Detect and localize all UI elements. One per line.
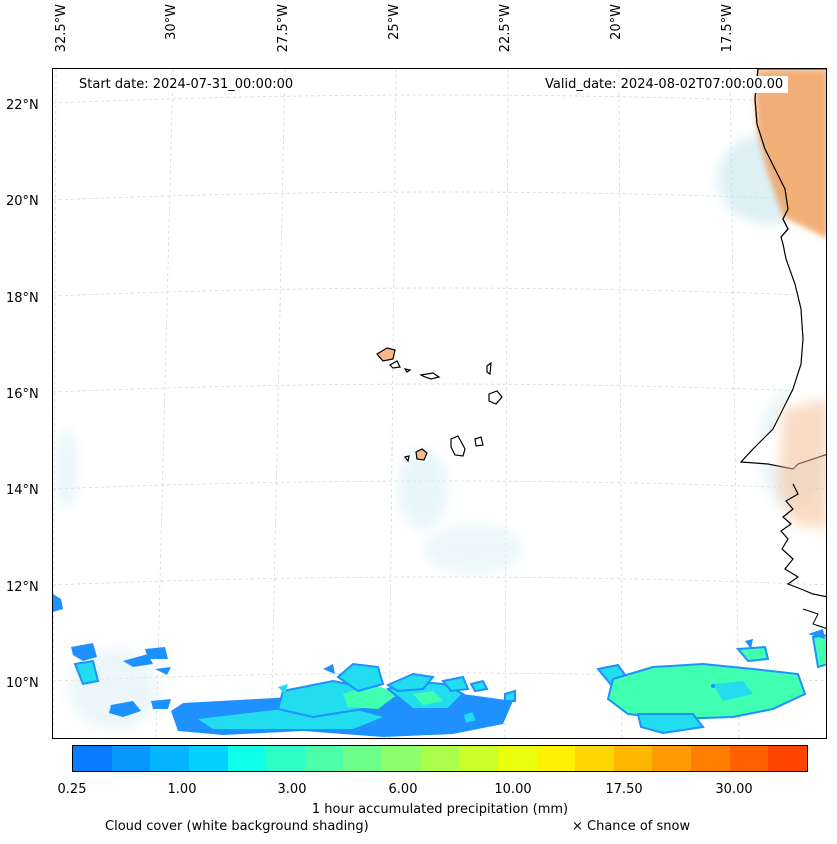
colorbar-swatch-0 [73,746,112,771]
lat-label-10n: 10°N [6,676,39,691]
lon-label-22.5w: 22.5°W [498,4,513,53]
colorbar-swatch-18 [768,746,807,771]
island-boa-vista [488,390,503,405]
colorbar-swatch-12 [536,746,576,771]
colorbar-title: 1 hour accumulated precipitation (mm) [311,802,569,817]
colorbar-tick: 30.00 [715,782,753,797]
lat-label-14n: 14°N [6,483,39,498]
colorbar-swatch-11 [497,746,537,771]
lat-label-18n: 18°N [6,291,39,306]
colorbar-swatch-17 [729,746,769,771]
valid-date-label: Valid_date: 2024-08-02T07:00:00.00 [540,76,789,93]
island-santiago [450,435,466,457]
colorbar-swatch-3 [188,746,228,771]
lon-label-27.5w: 27.5°W [276,4,291,53]
start-date-label: Start date: 2024-07-31_00:00:00 [74,76,299,93]
island-sal [486,361,492,376]
colorbar-tick: 0.25 [57,782,87,797]
lat-label-22n: 22°N [6,98,39,113]
colorbar-tick: 6.00 [388,782,418,797]
island-sao-vicente [389,360,401,369]
island-brava [403,455,410,463]
lon-label-32.5w: 32.5°W [54,4,69,53]
snow-legend: × Chance of snow [572,819,691,834]
colorbar-swatch-14 [613,746,653,771]
lat-label-20n: 20°N [6,194,39,209]
lon-label-17.5w: 17.5°W [720,4,735,53]
cape-verde-islands [376,347,503,463]
island-santa-luzia [403,368,412,373]
graticule [53,69,826,738]
island-sao-nicolau [419,372,441,380]
colorbar-tick: 3.00 [277,782,307,797]
colorbar-swatch-16 [691,746,730,771]
map-canvas [53,69,826,738]
colorbar-swatch-1 [111,746,151,771]
colorbar-swatch-6 [304,746,344,771]
cloud-cover-shading [57,134,826,729]
colorbar-swatch-5 [266,746,305,771]
island-santo-antao [376,347,396,362]
island-maio [474,436,484,447]
island-fogo [415,448,428,461]
lon-label-30w: 30°W [164,4,179,40]
colorbar-swatch-4 [227,746,267,771]
lat-label-16n: 16°N [6,387,39,402]
precip-cell-west [53,594,63,612]
cloud-cover-legend: Cloud cover (white background shading) [105,819,369,834]
colorbar-tick: 1.00 [167,782,197,797]
lon-label-25w: 25°W [387,4,402,40]
mainland-africa [739,69,826,629]
colorbar-swatch-15 [652,746,691,771]
colorbar-swatch-2 [150,746,189,771]
colorbar-tick: 17.50 [605,782,643,797]
colorbar-tick: 10.00 [494,782,532,797]
colorbar-swatch-10 [459,746,498,771]
colorbar-swatch-13 [575,746,614,771]
colorbar-swatch-8 [382,746,421,771]
colorbar-swatch-7 [343,746,382,771]
colorbar-swatch-9 [420,746,460,771]
precip-band-east [606,662,807,721]
colorbar [72,745,808,772]
precipitation-cells [53,594,826,737]
lon-label-20w: 20°W [609,4,624,40]
lat-label-12n: 12°N [6,580,39,595]
map-panel [52,68,827,739]
